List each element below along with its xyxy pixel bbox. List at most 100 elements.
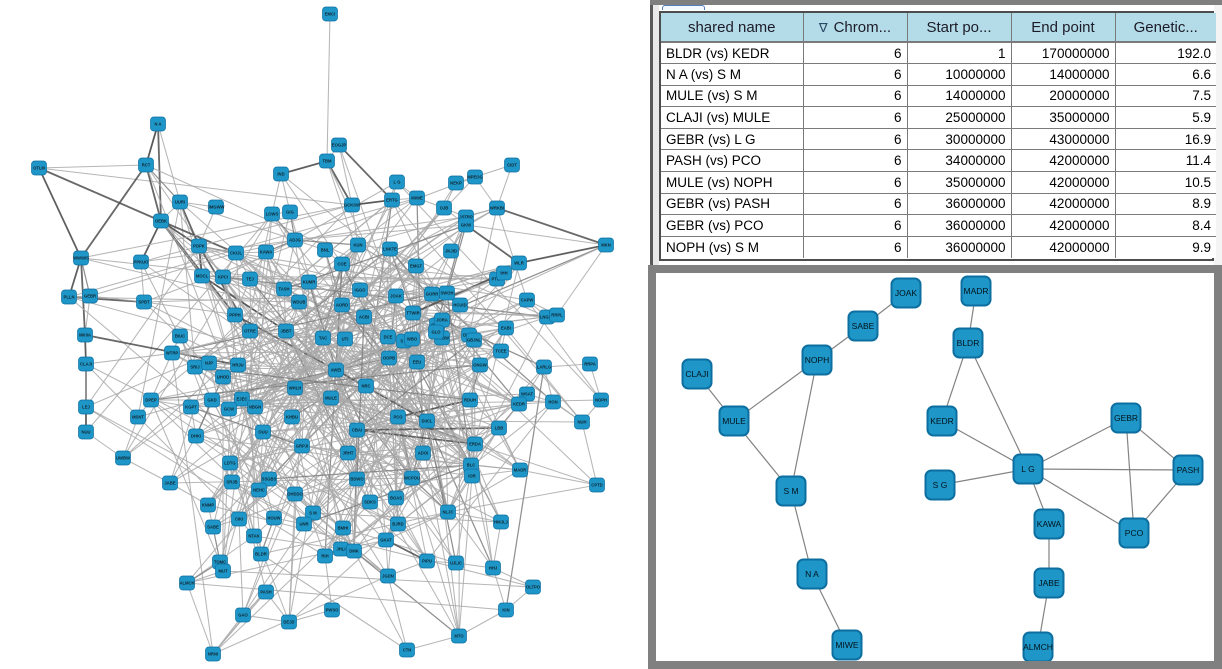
graph-node[interactable]: BLDR xyxy=(253,546,269,562)
graph-edge[interactable] xyxy=(441,337,449,513)
graph-edge[interactable] xyxy=(194,366,476,445)
graph-edge[interactable] xyxy=(291,416,314,514)
graph-edge[interactable] xyxy=(447,443,476,513)
graph-edge[interactable] xyxy=(190,406,303,447)
column-header-start-po-[interactable]: Start po... xyxy=(906,13,1011,42)
cell-value[interactable]: 36000000 xyxy=(906,214,1011,237)
cell-value[interactable]: 36000000 xyxy=(906,192,1011,215)
graph-node[interactable]: KEDR xyxy=(511,396,527,412)
cell-value[interactable]: 42000000 xyxy=(1010,235,1115,258)
cell-value[interactable]: 6 xyxy=(802,214,907,237)
graph-edge[interactable] xyxy=(496,207,607,246)
graph-node-s-m[interactable]: S M xyxy=(775,475,807,507)
graph-edge[interactable] xyxy=(150,352,173,401)
graph-edge[interactable] xyxy=(85,363,399,525)
graph-edge[interactable] xyxy=(385,511,449,541)
graph-node[interactable]: KUMR xyxy=(301,274,317,290)
graph-edge[interactable] xyxy=(347,452,355,552)
graph-node[interactable]: UHOD xyxy=(215,369,231,385)
graph-node[interactable]: KIN xyxy=(498,602,514,618)
graph-edge[interactable] xyxy=(254,399,602,408)
graph-node[interactable]: UJLIC xyxy=(448,555,464,571)
graph-node-kawa[interactable]: KAWA xyxy=(1033,508,1065,540)
cell-value[interactable]: 6 xyxy=(802,41,907,64)
graph-node[interactable]: L G xyxy=(389,174,405,190)
graph-node[interactable]: RRPL xyxy=(549,307,565,323)
graph-edge[interactable] xyxy=(160,220,237,254)
graph-edge[interactable] xyxy=(353,497,397,552)
graph-edge[interactable] xyxy=(505,366,545,611)
graph-edge[interactable] xyxy=(38,167,353,206)
graph-node[interactable]: SDKS xyxy=(362,494,378,510)
graph-node-joak[interactable]: JOAK xyxy=(890,277,922,309)
graph-node-s-g[interactable]: S G xyxy=(924,469,956,501)
graph-node[interactable]: HOUW xyxy=(266,510,282,526)
graph-node[interactable]: NEKP xyxy=(448,175,464,191)
graph-edge[interactable] xyxy=(308,281,361,291)
graph-node[interactable]: UTI xyxy=(337,331,353,347)
graph-node[interactable]: OJB xyxy=(436,200,452,216)
graph-node[interactable]: WWWIS xyxy=(73,250,89,266)
graph-edge[interactable] xyxy=(391,199,583,423)
graph-edge[interactable] xyxy=(294,387,449,513)
graph-edge[interactable] xyxy=(234,304,343,316)
graph-node[interactable]: WBO xyxy=(404,331,420,347)
graph-node[interactable]: OTRE xyxy=(242,323,258,339)
graph-node[interactable]: SABE xyxy=(205,519,221,535)
graph-node[interactable]: ONGW xyxy=(472,357,488,373)
graph-node[interactable]: ERDA xyxy=(467,436,483,452)
graph-edge[interactable] xyxy=(229,403,520,464)
cell-value[interactable]: 8.9 xyxy=(1114,192,1216,215)
graph-node[interactable]: LEJ xyxy=(78,399,94,415)
graph-edge[interactable] xyxy=(222,570,534,588)
graph-edge[interactable] xyxy=(436,216,467,326)
graph-node-bldr[interactable]: BLDR xyxy=(952,327,984,359)
graph-node[interactable]: CLAJI xyxy=(78,356,94,372)
graph-edge[interactable] xyxy=(140,204,353,263)
cell-value[interactable]: 6 xyxy=(802,192,907,215)
graph-edge[interactable] xyxy=(353,550,408,651)
column-header-chrom-[interactable]: ∇ Chrom... xyxy=(802,13,907,42)
graph-node[interactable]: NBGN xyxy=(247,399,263,415)
graph-node[interactable]: NTAK xyxy=(246,528,262,544)
graph-node[interactable]: AORD xyxy=(334,297,350,313)
graph-node[interactable]: UURI xyxy=(172,194,188,210)
graph-node[interactable]: GCKSW xyxy=(344,197,360,213)
graph-edge[interactable] xyxy=(231,431,264,483)
graph-edge[interactable] xyxy=(288,493,296,623)
cell-value[interactable]: 6 xyxy=(802,127,907,150)
graph-edge[interactable] xyxy=(122,244,359,459)
graph-node[interactable]: MKIIA xyxy=(77,327,93,343)
graph-edge[interactable] xyxy=(85,406,305,525)
graph-edge[interactable] xyxy=(397,361,418,418)
graph-node[interactable]: ALMCH xyxy=(179,575,195,591)
graph-edge[interactable] xyxy=(435,314,558,333)
graph-node[interactable]: GBJNL xyxy=(466,332,482,348)
graph-node[interactable]: ADOI xyxy=(415,445,431,461)
cell-value[interactable]: 11.4 xyxy=(1114,149,1216,172)
graph-edge[interactable] xyxy=(195,435,473,477)
cell-value[interactable]: 36000000 xyxy=(906,235,1011,258)
graph-edge[interactable] xyxy=(68,296,145,303)
graph-node[interactable]: EABI xyxy=(498,320,514,336)
cell-value[interactable]: 35000000 xyxy=(1010,106,1115,129)
cell-value[interactable]: 6.6 xyxy=(1114,63,1216,86)
cell-shared-name[interactable]: N A (vs) S M xyxy=(661,63,803,86)
graph-node[interactable]: PLLN xyxy=(61,289,77,305)
graph-node[interactable]: TASH xyxy=(276,281,292,297)
graph-edge[interactable] xyxy=(397,403,520,418)
graph-node[interactable]: JABE xyxy=(162,475,178,491)
graph-edge[interactable] xyxy=(150,399,275,519)
graph-node[interactable]: TAC xyxy=(315,330,331,346)
graph-node[interactable]: MPEOG xyxy=(467,169,483,185)
graph-edge[interactable] xyxy=(242,338,346,616)
cell-value[interactable]: 10.5 xyxy=(1114,171,1216,194)
column-header-end-point[interactable]: End point xyxy=(1010,13,1115,42)
graph-edge[interactable] xyxy=(294,239,359,246)
graph-edge[interactable] xyxy=(353,550,460,637)
cell-value[interactable]: 7.5 xyxy=(1114,84,1216,107)
graph-edge[interactable] xyxy=(458,609,507,637)
graph-node[interactable]: NOPH xyxy=(593,392,609,408)
graph-edge[interactable] xyxy=(465,224,607,246)
graph-node[interactable]: ACBI xyxy=(356,309,372,325)
